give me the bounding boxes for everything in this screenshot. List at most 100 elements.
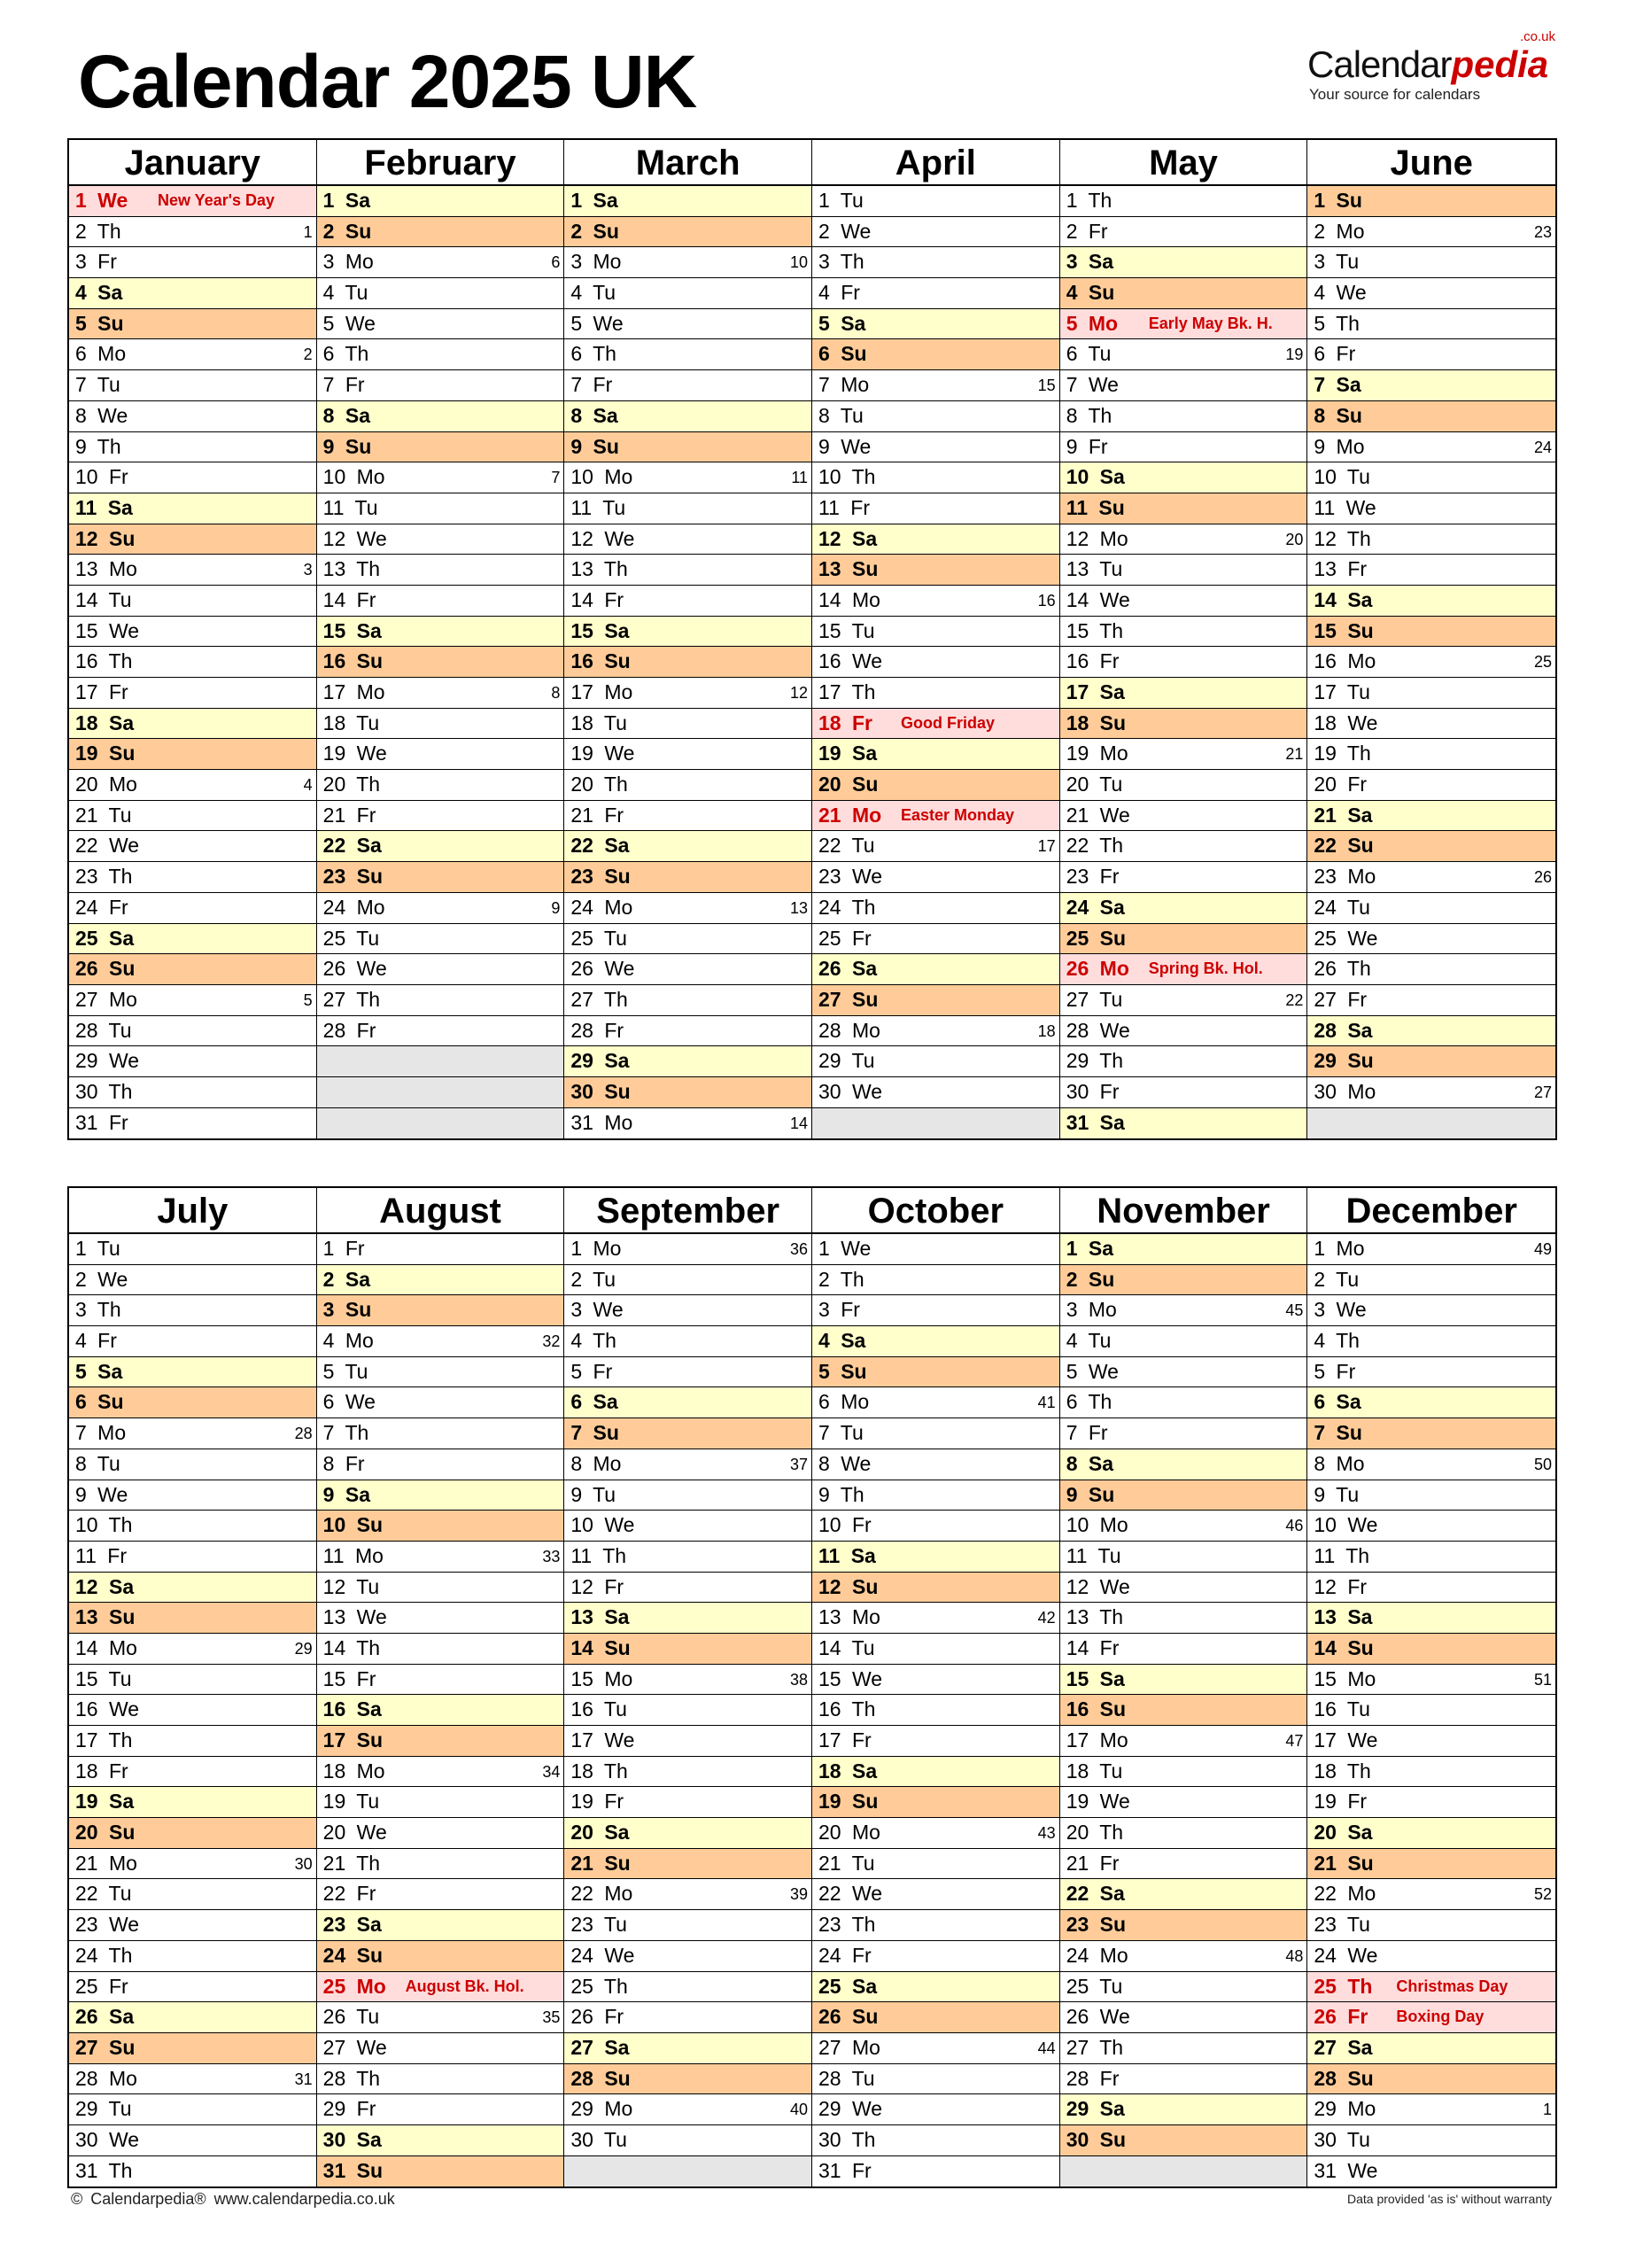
day-row: 22 Tu (69, 1879, 316, 1911)
day-row: 25 Tu (564, 924, 812, 955)
day-label: 11 Tu (570, 495, 626, 519)
holiday-name: Good Friday (901, 713, 996, 732)
day-label: 3 We (570, 1298, 624, 1322)
day-row: 2 Tu (1307, 1265, 1556, 1296)
day-label: 23 Tu (570, 1913, 627, 1937)
day-label: 30 Su (1066, 2127, 1127, 2151)
day-row: 4 Sa (812, 1326, 1059, 1357)
day-label: 18 Tu (570, 711, 627, 734)
day-label: 25 Fr (818, 926, 872, 950)
day-row: 20 Sa (1307, 1818, 1556, 1849)
week-number: 11 (791, 469, 809, 487)
day-row: 22 Su (1307, 831, 1556, 863)
day-label: 20 Sa (1314, 1821, 1373, 1845)
day-label: 28 Su (1314, 2066, 1374, 2090)
day-label: 2 Th (75, 219, 121, 243)
day-label: 17 Mo (570, 680, 633, 703)
day-label: 9 Mo (1314, 434, 1365, 458)
day-label: 26 Sa (818, 957, 878, 981)
month-header: January (69, 140, 316, 186)
day-label: 5 Sa (75, 1359, 123, 1383)
day-label: 25 Su (1066, 926, 1127, 950)
day-row: 20 Tu (1059, 770, 1307, 801)
day-row: 7 Th (316, 1418, 564, 1449)
day-row: 24 Sa (1059, 892, 1307, 924)
day-row: 27 Mo 5 (69, 985, 316, 1016)
day-label: 8 Sa (1066, 1451, 1114, 1475)
day-row: 7 Fr (1059, 1418, 1307, 1449)
day-row: 9 Tu (564, 1480, 812, 1511)
day-row: 21 Fr (316, 801, 564, 832)
day-label: 1 Sa (322, 189, 370, 212)
week-number: 14 (789, 1114, 809, 1132)
day-row: 20 Su (812, 770, 1059, 801)
week-number: 22 (1285, 990, 1304, 1009)
day-row: 8 Mo 50 (1307, 1449, 1556, 1480)
day-row: 19 Sa (69, 1787, 316, 1819)
day-label: 1 Mo (1314, 1237, 1365, 1260)
day-label: 26 We (1066, 2005, 1130, 2029)
day-row: 26 Th (1307, 954, 1556, 985)
day-label: 22 Tu (818, 834, 875, 858)
day-label: 14 Tu (818, 1635, 875, 1659)
month-column-november: November 1 Sa 2 Su 3 Mo 45 4 Tu 5 We 6 Th 7 Fr 8 … (1059, 1188, 1308, 2187)
day-label: 29 Tu (818, 1049, 875, 1073)
week-number: 23 (1534, 222, 1553, 241)
day-row: 15 Sa (564, 616, 812, 648)
calendar-second-half: July 1 Tu 2 We 3 Th 4 Fr 5 Sa 6 Su 7 Mo 28 8 Tu 9 … (67, 1186, 1557, 2188)
day-label: 27 Th (322, 987, 381, 1011)
day-row: 24 Fr (812, 1941, 1059, 1972)
day-label: 4 Fr (75, 1329, 117, 1353)
day-row: 4 Tu (564, 278, 812, 309)
day-row: 24 Fr (69, 893, 316, 924)
day-row: 10 Fr (812, 1511, 1059, 1542)
day-row: 26 Su (69, 954, 316, 985)
day-row: 7 Su (1307, 1418, 1556, 1449)
day-label: 14 Mo (818, 587, 880, 611)
day-label: 26 Mo (1066, 957, 1129, 981)
holiday-name: Easter Monday (901, 805, 1015, 824)
day-row: 2 Mo 23 (1307, 217, 1556, 248)
week-number: 2 (303, 346, 313, 364)
day-row: 14 Th (316, 1634, 564, 1665)
day-row: 12 Fr (564, 1573, 812, 1604)
day-row: 13 Mo 3 (69, 555, 316, 586)
week-number: 20 (1285, 530, 1304, 548)
day-label: 30 Tu (570, 2127, 627, 2151)
day-row: 13 Sa (564, 1603, 812, 1634)
day-row: 26 We (316, 954, 564, 985)
day-row: 15 Sa (316, 616, 564, 648)
calendarpedia-logo[interactable]: .co.uk Calendarpedia Your source for cal… (1307, 30, 1564, 105)
day-row: 26 Su (812, 2002, 1059, 2033)
day-label: 14 Su (570, 1635, 631, 1659)
day-label: 30 Th (75, 1079, 133, 1103)
day-label: 5 We (1066, 1359, 1119, 1383)
day-row: 10 Th (812, 462, 1059, 493)
day-row: 16 Su (1059, 1695, 1307, 1726)
week-number: 36 (789, 1240, 809, 1258)
day-row: 3 We (1307, 1295, 1556, 1327)
day-label: 26 Sa (75, 2005, 135, 2029)
day-label: 21 Th (322, 1851, 381, 1875)
day-label: 16 Sa (322, 1697, 382, 1721)
day-label: 4 Sa (818, 1329, 866, 1353)
day-row: 6 Mo 2 (69, 339, 316, 371)
day-row: 28 Su (1307, 2063, 1556, 2095)
day-label: 1 Sa (570, 189, 618, 212)
day-row: 11 We (1307, 493, 1556, 524)
day-label: 23 Mo (1314, 865, 1376, 889)
empty-cell (812, 1107, 1059, 1139)
day-row: 14 Tu (812, 1634, 1059, 1665)
day-row: 18 Tu (316, 709, 564, 740)
day-label: 12 Mo (1066, 526, 1128, 550)
day-row: 15 Th (1059, 617, 1307, 648)
day-label: 1 Sa (1066, 1237, 1114, 1260)
day-label: 7 Su (570, 1421, 619, 1445)
day-label: 16 Su (570, 649, 631, 673)
day-label: 23 We (818, 865, 883, 889)
day-label: 13 Tu (1066, 557, 1123, 581)
day-label: 17 Th (818, 680, 876, 703)
day-label: 8 We (75, 403, 128, 427)
day-label: 22 Sa (1066, 1882, 1125, 1906)
day-row: 1 Mo 49 (1307, 1234, 1556, 1265)
